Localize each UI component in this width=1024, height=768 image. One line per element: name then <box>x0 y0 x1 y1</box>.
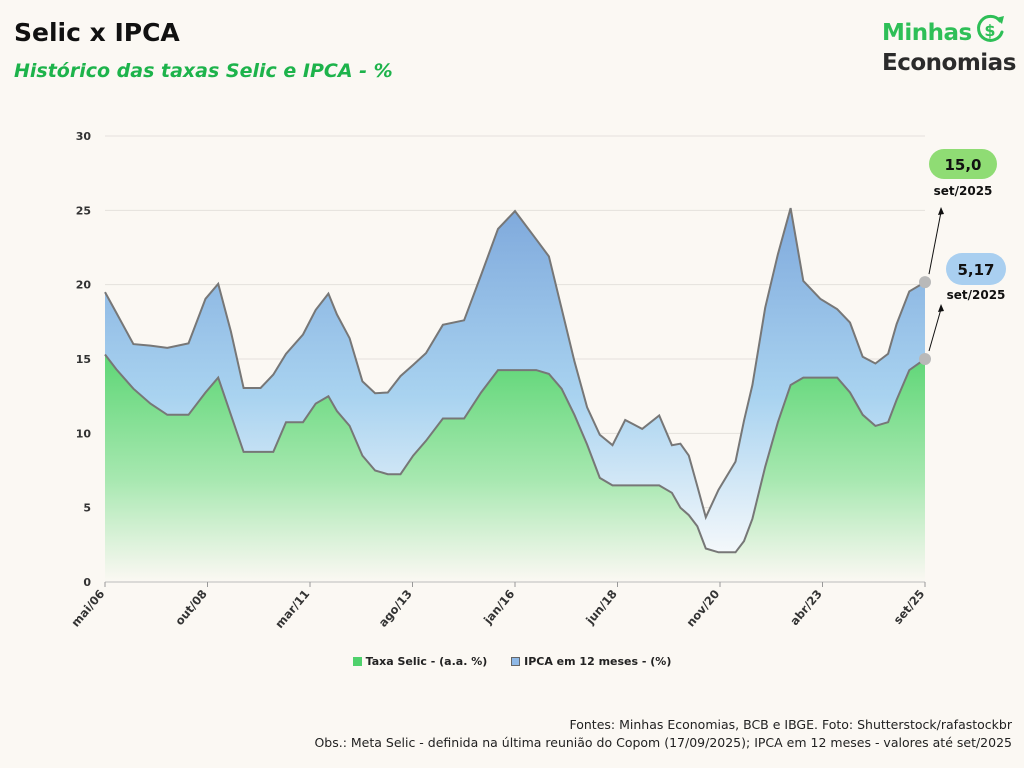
legend-item-selic: Taxa Selic - (a.a. %) <box>352 654 488 668</box>
ipca-callout-arrow <box>928 308 942 352</box>
ipca-line <box>104 207 926 521</box>
legend-item-ipca: IPCA em 12 meses - (%) <box>511 655 671 668</box>
x-tick-label: jun/18 <box>582 587 619 628</box>
y-tick-label: 0 <box>83 576 91 589</box>
ipca-callout-value: 5,17 <box>957 261 994 279</box>
x-tick-label: nov/20 <box>683 587 722 630</box>
selic-line <box>104 353 926 554</box>
ipca-callout-pill <box>946 253 1006 285</box>
selic-ipca-chart: 0 5 10 15 20 25 30 mai/06 out/08 mar/11 ago/13 jan/… <box>68 130 1006 631</box>
footer-notes: Fontes: Minhas Economias, BCB e IBGE. Fo… <box>314 716 1012 752</box>
selic-callout-pill <box>929 149 997 179</box>
svg-text:$: $ <box>984 21 995 40</box>
ipca-callout-date: set/2025 <box>947 288 1006 302</box>
x-tick-label: mar/11 <box>272 587 312 631</box>
y-tick-label: 15 <box>76 353 91 366</box>
footer-observation: Obs.: Meta Selic - definida na última re… <box>314 735 1012 750</box>
page-subtitle: Histórico das taxas Selic e IPCA - % <box>14 60 393 82</box>
legend-swatch-selic <box>352 656 362 666</box>
y-tick-label: 25 <box>76 204 91 217</box>
selic-callout-date: set/2025 <box>934 184 993 198</box>
legend-label-ipca: IPCA em 12 meses - (%) <box>524 654 672 668</box>
logo-line2: Economias <box>882 50 1016 76</box>
legend-label-selic: Taxa Selic - (a.a. %) <box>365 654 488 668</box>
y-tick-label: 20 <box>76 279 92 292</box>
x-tick-label: ago/13 <box>376 587 415 630</box>
x-tick-label: mai/06 <box>68 587 107 630</box>
y-tick-label: 30 <box>76 130 92 143</box>
footer-sources: Fontes: Minhas Economias, BCB e IBGE. Fo… <box>569 717 1012 732</box>
selic-callout-arrowhead <box>938 207 944 215</box>
selic-callout-arrow <box>928 211 942 275</box>
dollar-circle-icon: $ <box>977 14 1004 42</box>
logo: Minhas Economias $ <box>880 12 1020 78</box>
y-tick-label: 10 <box>76 427 92 440</box>
logo-line1: Minhas <box>882 20 972 46</box>
x-tick-label: abr/23 <box>787 587 825 628</box>
x-tick-label: jan/16 <box>480 587 517 627</box>
ipca-callout-arrowhead <box>938 304 944 312</box>
selic-end-marker <box>919 353 931 365</box>
selic-area <box>105 354 925 582</box>
x-tick-label: out/08 <box>172 587 210 628</box>
selic-callout-value: 15,0 <box>944 156 981 174</box>
y-tick-label: 5 <box>83 502 91 515</box>
page-title: Selic x IPCA <box>14 18 180 47</box>
x-tick-label: set/25 <box>891 587 928 627</box>
legend-swatch-ipca <box>511 656 521 666</box>
chart-legend: Taxa Selic - (a.a. %) IPCA em 12 meses -… <box>0 654 1024 668</box>
ipca-end-marker <box>919 276 931 289</box>
